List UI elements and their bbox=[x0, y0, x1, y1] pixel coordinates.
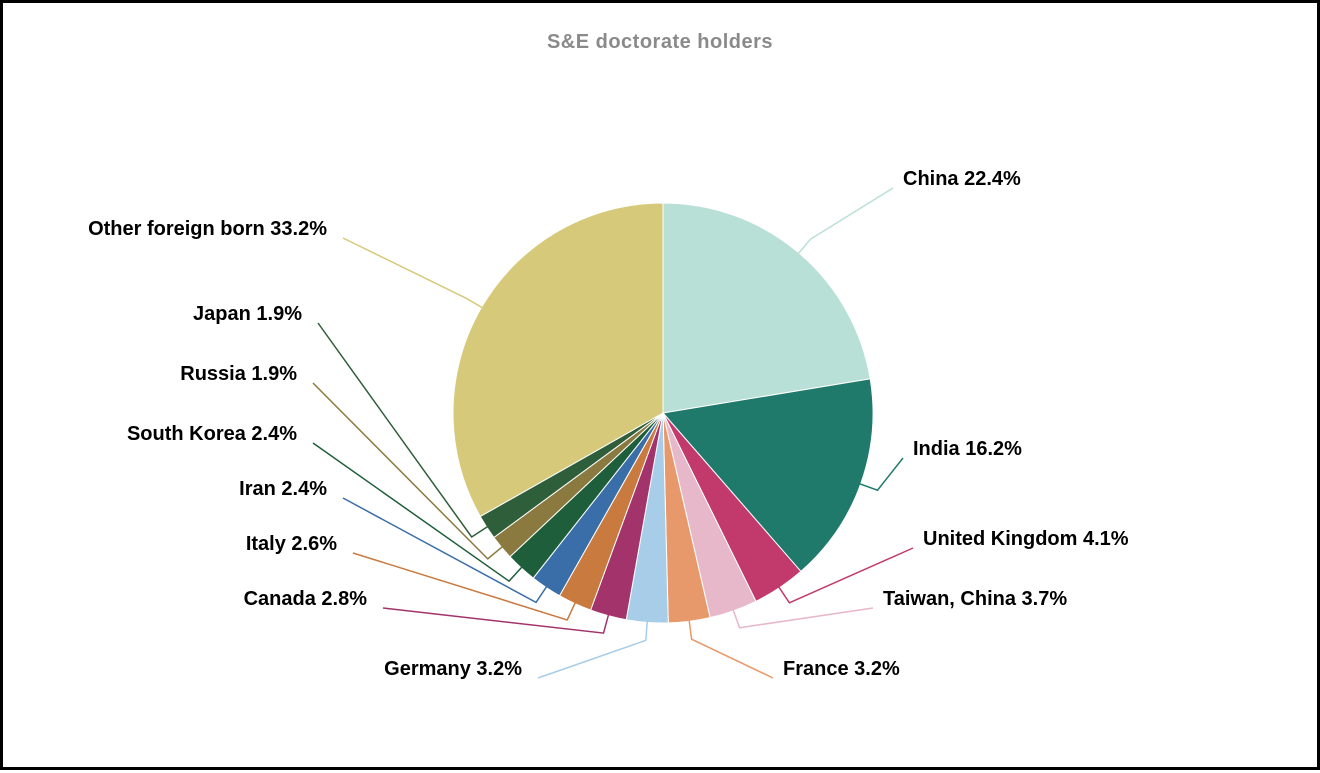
leader-line bbox=[732, 607, 873, 628]
leader-line bbox=[383, 608, 609, 633]
slice-label: Taiwan, China 3.7% bbox=[883, 588, 1067, 611]
leader-line bbox=[796, 188, 893, 256]
pie-chart bbox=[3, 3, 1320, 773]
pie-slice bbox=[663, 203, 870, 413]
slice-label: Italy 2.6% bbox=[246, 533, 337, 556]
leader-line bbox=[343, 238, 485, 309]
slice-label: Iran 2.4% bbox=[239, 478, 327, 501]
slice-label: South Korea 2.4% bbox=[127, 423, 297, 446]
slice-label: Japan 1.9% bbox=[193, 303, 302, 326]
leader-line bbox=[689, 617, 773, 678]
slice-label: Other foreign born 33.2% bbox=[88, 218, 327, 241]
slice-label: Germany 3.2% bbox=[384, 658, 522, 681]
slice-label: United Kingdom 4.1% bbox=[923, 528, 1129, 551]
chart-frame: S&E doctorate holders China 22.4%India 1… bbox=[0, 0, 1320, 770]
slice-label: India 16.2% bbox=[913, 438, 1022, 461]
slice-label: Canada 2.8% bbox=[244, 588, 367, 611]
slice-label: France 3.2% bbox=[783, 658, 900, 681]
slice-label: Russia 1.9% bbox=[180, 363, 297, 386]
slice-label: China 22.4% bbox=[903, 168, 1021, 191]
